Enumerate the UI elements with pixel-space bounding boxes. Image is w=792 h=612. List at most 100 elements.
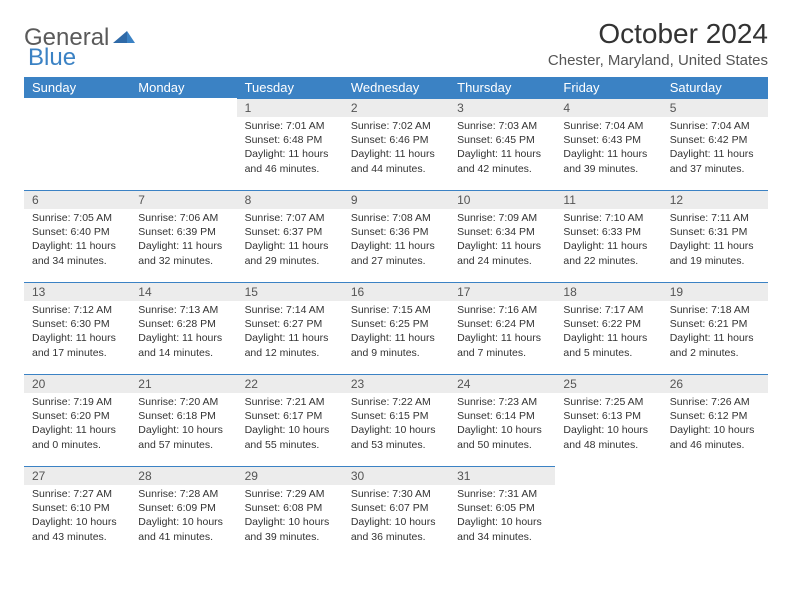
daylight-line: Daylight: 11 hours and 14 minutes. — [138, 331, 228, 359]
day-body: Sunrise: 7:29 AMSunset: 6:08 PMDaylight:… — [237, 485, 343, 548]
day-body: Sunrise: 7:03 AMSunset: 6:45 PMDaylight:… — [449, 117, 555, 180]
daylight-line: Daylight: 11 hours and 22 minutes. — [563, 239, 653, 267]
sunrise-line: Sunrise: 7:04 AM — [670, 119, 760, 133]
day-number: 28 — [130, 466, 236, 485]
sunrise-line: Sunrise: 7:29 AM — [245, 487, 335, 501]
sunrise-line: Sunrise: 7:03 AM — [457, 119, 547, 133]
sunrise-line: Sunrise: 7:06 AM — [138, 211, 228, 225]
calendar-cell: 3Sunrise: 7:03 AMSunset: 6:45 PMDaylight… — [449, 98, 555, 190]
sunrise-line: Sunrise: 7:11 AM — [670, 211, 760, 225]
calendar-table: SundayMondayTuesdayWednesdayThursdayFrid… — [24, 77, 768, 558]
day-body: Sunrise: 7:08 AMSunset: 6:36 PMDaylight:… — [343, 209, 449, 272]
calendar-cell: 13Sunrise: 7:12 AMSunset: 6:30 PMDayligh… — [24, 282, 130, 374]
day-body: Sunrise: 7:05 AMSunset: 6:40 PMDaylight:… — [24, 209, 130, 272]
daylight-line: Daylight: 10 hours and 53 minutes. — [351, 423, 441, 451]
calendar-cell: 29Sunrise: 7:29 AMSunset: 6:08 PMDayligh… — [237, 466, 343, 558]
calendar-cell — [24, 98, 130, 190]
daylight-line: Daylight: 11 hours and 19 minutes. — [670, 239, 760, 267]
day-number: 16 — [343, 282, 449, 301]
sunrise-line: Sunrise: 7:02 AM — [351, 119, 441, 133]
sunset-line: Sunset: 6:17 PM — [245, 409, 335, 423]
sunset-line: Sunset: 6:40 PM — [32, 225, 122, 239]
calendar-cell: 25Sunrise: 7:25 AMSunset: 6:13 PMDayligh… — [555, 374, 661, 466]
sunset-line: Sunset: 6:21 PM — [670, 317, 760, 331]
sunset-line: Sunset: 6:22 PM — [563, 317, 653, 331]
day-number: 19 — [662, 282, 768, 301]
daylight-line: Daylight: 11 hours and 12 minutes. — [245, 331, 335, 359]
day-number: 23 — [343, 374, 449, 393]
sunset-line: Sunset: 6:37 PM — [245, 225, 335, 239]
calendar-cell: 19Sunrise: 7:18 AMSunset: 6:21 PMDayligh… — [662, 282, 768, 374]
day-header: Monday — [130, 77, 236, 98]
day-number: 2 — [343, 98, 449, 117]
day-body: Sunrise: 7:02 AMSunset: 6:46 PMDaylight:… — [343, 117, 449, 180]
day-body: Sunrise: 7:06 AMSunset: 6:39 PMDaylight:… — [130, 209, 236, 272]
day-number: 29 — [237, 466, 343, 485]
header: General October 2024 Chester, Maryland, … — [24, 18, 768, 69]
daylight-line: Daylight: 10 hours and 34 minutes. — [457, 515, 547, 543]
daylight-line: Daylight: 10 hours and 57 minutes. — [138, 423, 228, 451]
calendar-header-row: SundayMondayTuesdayWednesdayThursdayFrid… — [24, 77, 768, 98]
calendar-cell: 23Sunrise: 7:22 AMSunset: 6:15 PMDayligh… — [343, 374, 449, 466]
sunrise-line: Sunrise: 7:25 AM — [563, 395, 653, 409]
day-body: Sunrise: 7:16 AMSunset: 6:24 PMDaylight:… — [449, 301, 555, 364]
sunrise-line: Sunrise: 7:27 AM — [32, 487, 122, 501]
sunset-line: Sunset: 6:42 PM — [670, 133, 760, 147]
sunset-line: Sunset: 6:25 PM — [351, 317, 441, 331]
month-title: October 2024 — [548, 18, 768, 50]
day-body: Sunrise: 7:07 AMSunset: 6:37 PMDaylight:… — [237, 209, 343, 272]
daylight-line: Daylight: 10 hours and 46 minutes. — [670, 423, 760, 451]
daylight-line: Daylight: 10 hours and 39 minutes. — [245, 515, 335, 543]
calendar-cell: 26Sunrise: 7:26 AMSunset: 6:12 PMDayligh… — [662, 374, 768, 466]
calendar-cell — [662, 466, 768, 558]
sunrise-line: Sunrise: 7:21 AM — [245, 395, 335, 409]
day-number: 10 — [449, 190, 555, 209]
calendar-row: 27Sunrise: 7:27 AMSunset: 6:10 PMDayligh… — [24, 466, 768, 558]
sunset-line: Sunset: 6:15 PM — [351, 409, 441, 423]
sunrise-line: Sunrise: 7:31 AM — [457, 487, 547, 501]
sunset-line: Sunset: 6:36 PM — [351, 225, 441, 239]
calendar-cell: 11Sunrise: 7:10 AMSunset: 6:33 PMDayligh… — [555, 190, 661, 282]
day-body: Sunrise: 7:26 AMSunset: 6:12 PMDaylight:… — [662, 393, 768, 456]
day-number: 24 — [449, 374, 555, 393]
day-body: Sunrise: 7:21 AMSunset: 6:17 PMDaylight:… — [237, 393, 343, 456]
day-header: Thursday — [449, 77, 555, 98]
day-body: Sunrise: 7:12 AMSunset: 6:30 PMDaylight:… — [24, 301, 130, 364]
day-body: Sunrise: 7:27 AMSunset: 6:10 PMDaylight:… — [24, 485, 130, 548]
sunrise-line: Sunrise: 7:23 AM — [457, 395, 547, 409]
day-body: Sunrise: 7:15 AMSunset: 6:25 PMDaylight:… — [343, 301, 449, 364]
day-header: Friday — [555, 77, 661, 98]
sunrise-line: Sunrise: 7:10 AM — [563, 211, 653, 225]
calendar-cell: 16Sunrise: 7:15 AMSunset: 6:25 PMDayligh… — [343, 282, 449, 374]
sunrise-line: Sunrise: 7:01 AM — [245, 119, 335, 133]
daylight-line: Daylight: 10 hours and 41 minutes. — [138, 515, 228, 543]
day-body: Sunrise: 7:22 AMSunset: 6:15 PMDaylight:… — [343, 393, 449, 456]
sunset-line: Sunset: 6:08 PM — [245, 501, 335, 515]
sunset-line: Sunset: 6:20 PM — [32, 409, 122, 423]
sunrise-line: Sunrise: 7:09 AM — [457, 211, 547, 225]
calendar-cell: 2Sunrise: 7:02 AMSunset: 6:46 PMDaylight… — [343, 98, 449, 190]
calendar-cell — [130, 98, 236, 190]
daylight-line: Daylight: 11 hours and 29 minutes. — [245, 239, 335, 267]
calendar-cell: 14Sunrise: 7:13 AMSunset: 6:28 PMDayligh… — [130, 282, 236, 374]
sunrise-line: Sunrise: 7:08 AM — [351, 211, 441, 225]
daylight-line: Daylight: 11 hours and 0 minutes. — [32, 423, 122, 451]
calendar-cell: 10Sunrise: 7:09 AMSunset: 6:34 PMDayligh… — [449, 190, 555, 282]
day-number: 25 — [555, 374, 661, 393]
sunset-line: Sunset: 6:12 PM — [670, 409, 760, 423]
calendar-cell: 5Sunrise: 7:04 AMSunset: 6:42 PMDaylight… — [662, 98, 768, 190]
daylight-line: Daylight: 11 hours and 32 minutes. — [138, 239, 228, 267]
day-body: Sunrise: 7:20 AMSunset: 6:18 PMDaylight:… — [130, 393, 236, 456]
day-number: 27 — [24, 466, 130, 485]
day-number: 15 — [237, 282, 343, 301]
sunset-line: Sunset: 6:14 PM — [457, 409, 547, 423]
sunrise-line: Sunrise: 7:20 AM — [138, 395, 228, 409]
daylight-line: Daylight: 11 hours and 34 minutes. — [32, 239, 122, 267]
day-number: 4 — [555, 98, 661, 117]
sunrise-line: Sunrise: 7:14 AM — [245, 303, 335, 317]
calendar-cell: 8Sunrise: 7:07 AMSunset: 6:37 PMDaylight… — [237, 190, 343, 282]
daylight-line: Daylight: 10 hours and 36 minutes. — [351, 515, 441, 543]
day-number: 26 — [662, 374, 768, 393]
calendar-row: 6Sunrise: 7:05 AMSunset: 6:40 PMDaylight… — [24, 190, 768, 282]
calendar-cell: 17Sunrise: 7:16 AMSunset: 6:24 PMDayligh… — [449, 282, 555, 374]
